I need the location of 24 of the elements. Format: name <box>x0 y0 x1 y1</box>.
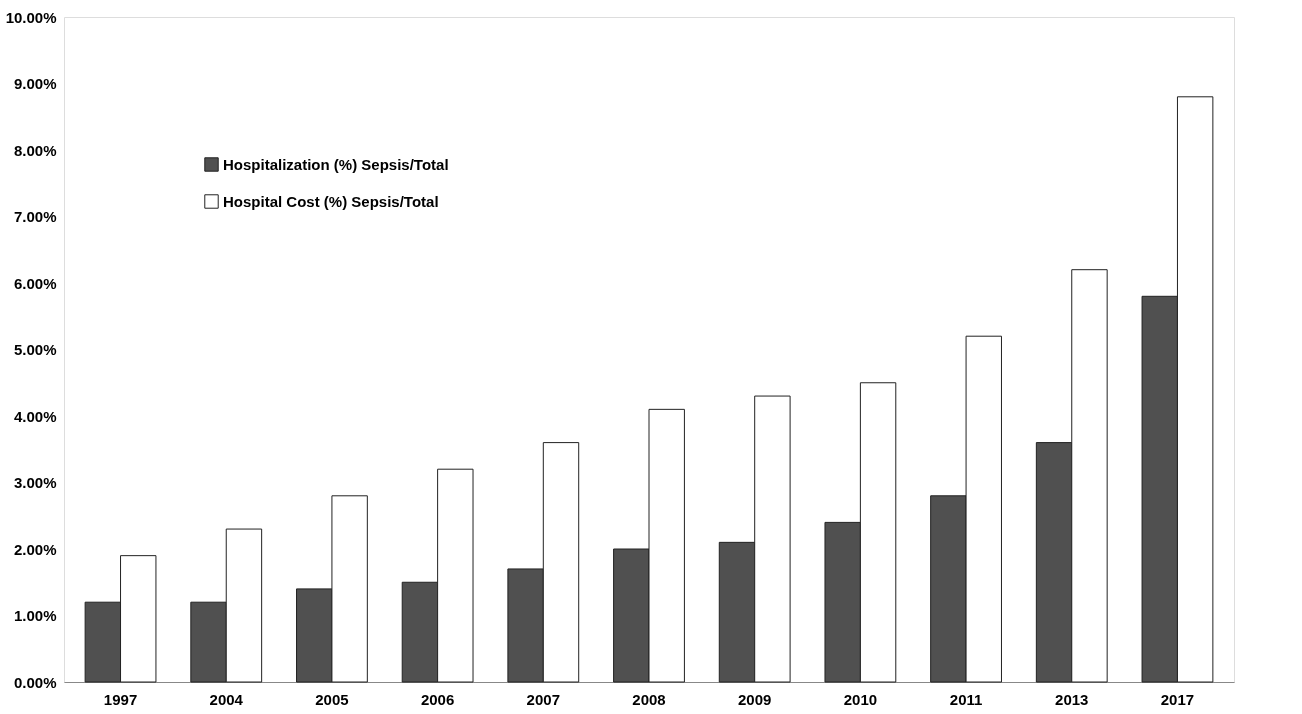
x-tick-label: 2004 <box>209 690 244 708</box>
x-tick-label: 2007 <box>526 690 560 708</box>
x-tick-label: 2006 <box>420 690 455 708</box>
y-tick-label: 2.00% <box>13 540 57 558</box>
x-tick-label: 1997 <box>103 690 138 708</box>
y-tick-label: 10.00% <box>5 8 57 26</box>
y-tick-label: 6.00% <box>13 274 57 292</box>
y-tick-label: 7.00% <box>13 208 57 225</box>
legend-label: Hospitalization (%) Sepsis/Total <box>223 155 449 173</box>
y-tick-label: 9.00% <box>13 75 57 92</box>
legend-label: Hospital Cost (%) Sepsis/Total <box>223 192 439 210</box>
x-tick-label: 2010 <box>843 690 878 708</box>
x-tick-label: 2011 <box>949 690 983 708</box>
x-tick-label: 2013 <box>1055 690 1089 708</box>
x-tick-label: 2005 <box>315 690 349 708</box>
y-tick-label: 8.00% <box>13 141 57 159</box>
y-tick-label: 1.00% <box>13 607 57 624</box>
y-tick-label: 4.00% <box>13 407 57 425</box>
x-tick-label: 2008 <box>632 690 666 708</box>
x-tick-label: 2017 <box>1160 690 1195 708</box>
x-tick-label: 2009 <box>738 690 772 708</box>
y-tick-label: 5.00% <box>13 341 57 358</box>
y-tick-label: 0.00% <box>13 673 57 691</box>
y-tick-label: 3.00% <box>13 474 57 491</box>
